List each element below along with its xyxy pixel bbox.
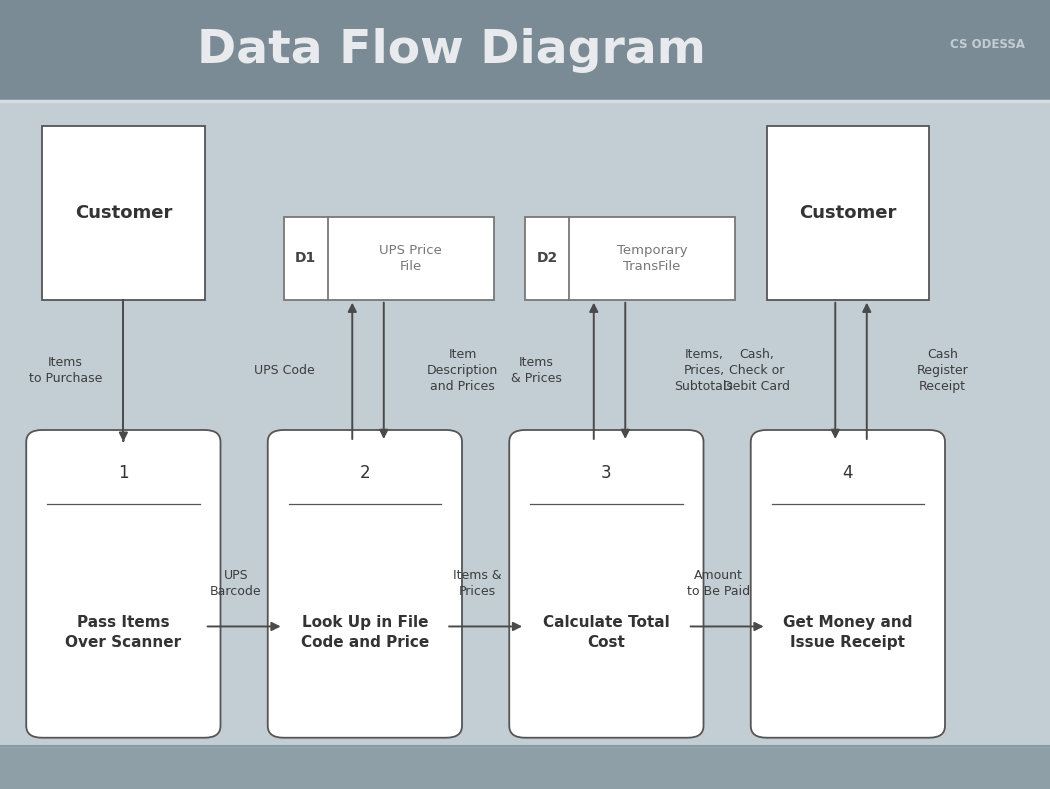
Text: 3: 3	[601, 464, 612, 482]
Text: Get Money and
Issue Receipt: Get Money and Issue Receipt	[783, 615, 912, 650]
Text: Items
& Prices: Items & Prices	[510, 357, 562, 385]
FancyBboxPatch shape	[509, 430, 704, 738]
Text: Customer: Customer	[75, 204, 172, 222]
Text: Items,
Prices,
Subtotals: Items, Prices, Subtotals	[674, 348, 734, 394]
Text: 1: 1	[118, 464, 129, 482]
Text: 2: 2	[359, 464, 371, 482]
Text: Temporary
TransFile: Temporary TransFile	[616, 244, 688, 273]
FancyBboxPatch shape	[268, 430, 462, 738]
Bar	[766, 126, 929, 300]
Bar	[0, 0, 1050, 101]
FancyBboxPatch shape	[26, 430, 220, 738]
Text: Calculate Total
Cost: Calculate Total Cost	[543, 615, 670, 650]
Text: Item
Description
and Prices: Item Description and Prices	[427, 348, 498, 394]
Bar	[42, 126, 205, 300]
Text: Customer: Customer	[799, 204, 897, 222]
Text: D1: D1	[295, 252, 316, 265]
Text: D2: D2	[537, 252, 558, 265]
FancyBboxPatch shape	[751, 430, 945, 738]
Text: Items &
Prices: Items & Prices	[453, 569, 502, 597]
Text: UPS
Barcode: UPS Barcode	[210, 569, 261, 597]
Text: CS ODESSA: CS ODESSA	[950, 38, 1025, 50]
Bar	[525, 217, 735, 300]
Text: Items
to Purchase: Items to Purchase	[29, 357, 102, 385]
Text: Amount
to Be Paid: Amount to Be Paid	[687, 569, 751, 597]
Text: UPS Price
File: UPS Price File	[379, 244, 442, 273]
Text: UPS Code: UPS Code	[254, 365, 314, 377]
Text: Look Up in File
Code and Price: Look Up in File Code and Price	[300, 615, 429, 650]
Text: Pass Items
Over Scanner: Pass Items Over Scanner	[65, 615, 182, 650]
Text: 4: 4	[842, 464, 853, 482]
Text: Cash
Register
Receipt: Cash Register Receipt	[917, 348, 968, 394]
Text: Cash,
Check or
Debit Card: Cash, Check or Debit Card	[723, 348, 790, 394]
Bar	[284, 217, 493, 300]
Text: Data Flow Diagram: Data Flow Diagram	[197, 28, 706, 73]
Bar	[0, 746, 1050, 789]
Bar	[0, 101, 1050, 746]
